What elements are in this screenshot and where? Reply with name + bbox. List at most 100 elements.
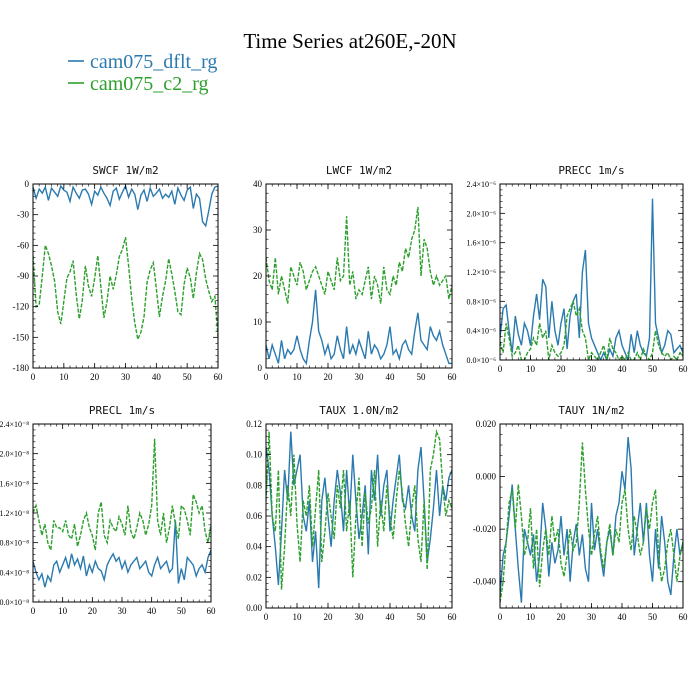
y-tick-label: 1.2×10⁻⁸: [0, 509, 29, 518]
y-tick-label: -150: [13, 332, 30, 342]
panel-3: PRECC 1m/s 0 10 20 30 40 50 60 0.0×10⁻⁶ 0.4×10⁻⁶ 0…: [466, 164, 688, 374]
series-line-1: [33, 520, 211, 588]
y-tick-label: 0.4×10⁻⁸: [0, 568, 29, 577]
legend: cam075_dflt_rg cam075_c2_rg: [68, 51, 217, 95]
y-tick-label: 2.0×10⁻⁸: [0, 450, 29, 459]
y-tick-label: -0.040: [473, 577, 497, 587]
y-tick-label: 1.2×10⁻⁶: [466, 268, 496, 277]
y-tick-label: -0.020: [473, 524, 497, 534]
x-tick-label: 30: [355, 372, 365, 382]
x-tick-label: 0: [498, 364, 503, 374]
x-tick-label: 0: [264, 612, 269, 622]
y-tick-label: 1.6×10⁻⁶: [466, 239, 496, 248]
x-tick-label: 40: [152, 372, 162, 382]
figure-title: Time Series at260E,-20N: [243, 29, 456, 53]
x-tick-label: 60: [679, 612, 689, 622]
x-tick-label: 30: [121, 372, 131, 382]
y-tick-label: 10: [253, 317, 263, 327]
x-tick-label: 10: [526, 364, 536, 374]
series-line-2: [500, 298, 683, 360]
panel-title: PRECL 1m/s: [89, 404, 155, 417]
y-tick-label: 0.06: [246, 511, 262, 521]
x-tick-label: 50: [648, 612, 658, 622]
x-tick-label: 40: [618, 364, 628, 374]
x-tick-label: 60: [448, 612, 458, 622]
x-tick-label: 30: [587, 612, 597, 622]
x-tick-label: 20: [90, 372, 100, 382]
x-tick-label: 30: [355, 612, 365, 622]
x-tick-label: 10: [293, 372, 303, 382]
series-line-2: [33, 438, 211, 551]
series-line-2: [500, 442, 683, 603]
y-tick-label: 0.8×10⁻⁶: [466, 297, 496, 306]
y-tick-label: 0.00: [246, 603, 262, 613]
y-tick-label: 0.10: [246, 450, 262, 460]
series-line-1: [500, 198, 683, 360]
x-tick-label: 20: [88, 606, 98, 616]
x-tick-label: 10: [293, 612, 303, 622]
x-tick-label: 20: [324, 372, 334, 382]
x-tick-label: 50: [177, 606, 187, 616]
series-line-1: [500, 437, 683, 603]
y-tick-label: 40: [253, 179, 263, 189]
series-line-1: [266, 289, 452, 366]
panel-6: TAUY 1N/m2 0 10 20 30 40 50 60 -0.040 -0.020 0.000…: [473, 404, 688, 622]
x-tick-label: 30: [118, 606, 128, 616]
x-tick-label: 40: [386, 372, 396, 382]
panel-1: SWCF 1W/m2 0 10 20 30 40 50 60 -180 -150 -120 -90 -6…: [13, 164, 224, 382]
x-tick-label: 50: [417, 612, 427, 622]
x-tick-label: 40: [386, 612, 396, 622]
x-tick-label: 50: [648, 364, 658, 374]
legend-entry-2: cam075_c2_rg: [68, 73, 209, 95]
y-tick-label: 2.4×10⁻⁶: [466, 180, 496, 189]
y-tick-label: 0.02: [246, 572, 262, 582]
series-line-2: [266, 429, 452, 590]
panel-title: TAUX 1.0N/m2: [319, 404, 398, 417]
x-tick-label: 0: [31, 606, 36, 616]
y-tick-label: -90: [17, 271, 29, 281]
panel-2: LWCF 1W/m2 0 10 20 30 40 50 60 0 10 20 30 40: [253, 164, 457, 382]
panel-4: PRECL 1m/s 0 10 20 30 40 50 60 0.0×10⁻⁸ 0.4×10⁻⁸ 0…: [0, 404, 216, 616]
y-tick-label: 0.12: [246, 419, 262, 429]
y-tick-label: -30: [17, 210, 29, 220]
x-tick-label: 60: [207, 606, 217, 616]
y-tick-label: -180: [13, 363, 30, 373]
y-tick-label: 30: [253, 225, 263, 235]
y-tick-label: 0.020: [476, 419, 497, 429]
panel-5: TAUX 1.0N/m2 0 10 20 30 40 50 60 0.00 0.02 0.04 0.0…: [246, 404, 457, 622]
y-tick-label: 0.000: [476, 472, 497, 482]
y-tick-label: 0.0×10⁻⁸: [0, 598, 29, 607]
x-tick-label: 40: [618, 612, 628, 622]
panel-title: LWCF 1W/m2: [326, 164, 392, 177]
panels: SWCF 1W/m2 0 10 20 30 40 50 60 -180 -150 -120 -90 -6…: [0, 164, 688, 622]
x-tick-label: 0: [264, 372, 269, 382]
x-tick-label: 60: [214, 372, 224, 382]
series-line-2: [33, 237, 218, 342]
y-tick-label: 0.4×10⁻⁶: [466, 327, 496, 336]
y-tick-label: 0: [258, 363, 263, 373]
y-tick-label: 2.0×10⁻⁶: [466, 209, 496, 218]
y-tick-label: 2.4×10⁻⁸: [0, 420, 29, 429]
series-line-1: [33, 184, 218, 228]
x-tick-label: 20: [557, 364, 567, 374]
x-tick-label: 0: [31, 372, 36, 382]
panel-title: TAUY 1N/m2: [558, 404, 624, 417]
x-tick-label: 40: [147, 606, 157, 616]
x-tick-label: 30: [587, 364, 597, 374]
series-line-1: [266, 431, 452, 589]
x-tick-label: 50: [417, 372, 427, 382]
x-tick-label: 20: [324, 612, 334, 622]
x-tick-label: 60: [448, 372, 458, 382]
legend-entry-1: cam075_dflt_rg: [68, 51, 217, 73]
panel-title: PRECC 1m/s: [558, 164, 624, 177]
x-tick-label: 10: [58, 606, 68, 616]
y-tick-label: 0.08: [246, 480, 262, 490]
legend-label-2: cam075_c2_rg: [90, 73, 209, 95]
x-tick-label: 20: [557, 612, 567, 622]
x-tick-label: 10: [526, 612, 536, 622]
y-tick-label: -60: [17, 240, 29, 250]
y-tick-label: 0: [25, 179, 30, 189]
y-tick-label: 20: [253, 271, 263, 281]
series-line-2: [266, 206, 452, 304]
